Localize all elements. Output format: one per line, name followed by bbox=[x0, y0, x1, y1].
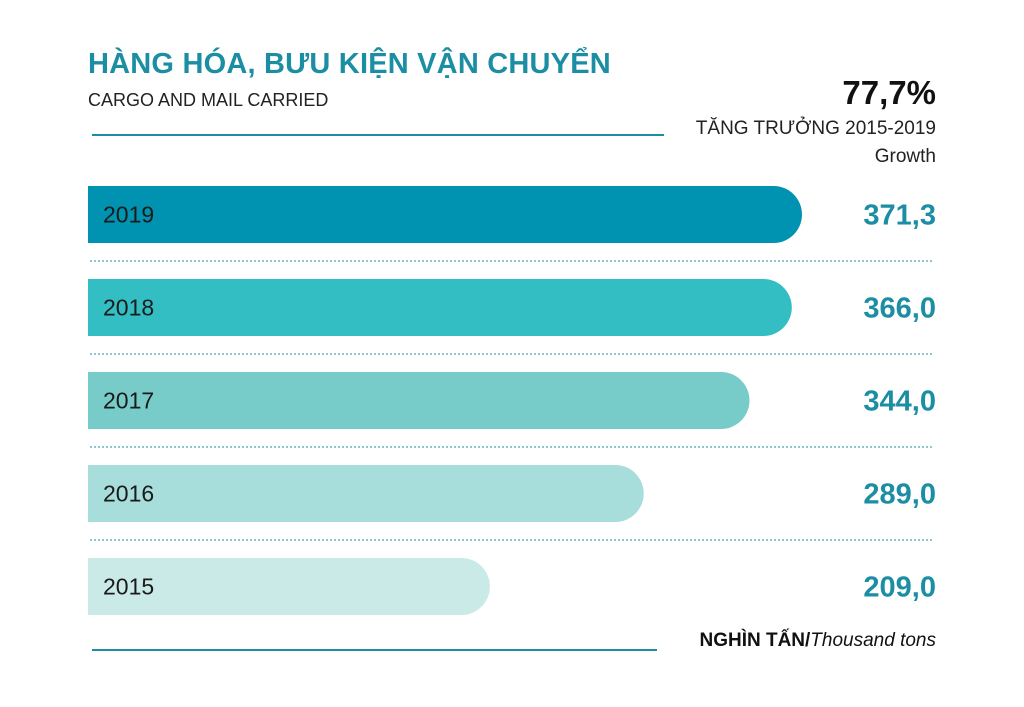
bar-2019 bbox=[88, 186, 802, 243]
value-label-2016: 289,0 bbox=[863, 479, 936, 511]
footer-divider bbox=[92, 649, 657, 651]
bar-label-2015: 2015 bbox=[103, 574, 154, 600]
bar-2016 bbox=[88, 465, 644, 522]
growth-label: TĂNG TRƯỞNG 2015-2019 bbox=[695, 118, 936, 139]
growth-value: 77,7% bbox=[842, 74, 936, 111]
growth-sublabel: Growth bbox=[874, 146, 936, 167]
bar-label-2019: 2019 bbox=[103, 202, 154, 228]
bar-label-2017: 2017 bbox=[103, 388, 154, 414]
header-divider bbox=[92, 134, 664, 136]
bar-2017 bbox=[88, 372, 750, 429]
bar-2018 bbox=[88, 279, 792, 336]
value-label-2019: 371,3 bbox=[863, 200, 936, 232]
bar-2015 bbox=[88, 558, 490, 615]
unit-label: NGHÌN TẤN/Thousand tons bbox=[699, 630, 936, 652]
bar-label-2018: 2018 bbox=[103, 295, 154, 321]
value-label-2015: 209,0 bbox=[863, 572, 936, 604]
unit-label-en: Thousand tons bbox=[810, 630, 936, 651]
chart-subtitle: CARGO AND MAIL CARRIED bbox=[88, 90, 329, 110]
bar-label-2016: 2016 bbox=[103, 481, 154, 507]
unit-label-vi: NGHÌN TẤN/ bbox=[699, 630, 811, 651]
value-label-2018: 366,0 bbox=[863, 293, 936, 325]
value-label-2017: 344,0 bbox=[863, 386, 936, 418]
chart-title: HÀNG HÓA, BƯU KIỆN VẬN CHUYỂN bbox=[88, 48, 611, 80]
